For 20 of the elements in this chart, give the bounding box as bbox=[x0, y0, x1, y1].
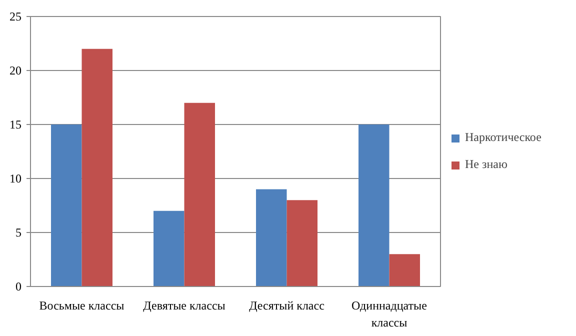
bar bbox=[184, 102, 215, 286]
bar bbox=[358, 124, 390, 286]
x-tick-label: Десятый класс bbox=[249, 298, 324, 312]
legend-label: Не знаю bbox=[465, 157, 508, 172]
bar bbox=[286, 200, 318, 286]
bar bbox=[154, 210, 184, 286]
bar bbox=[256, 189, 287, 286]
y-tick-label: 0 bbox=[16, 280, 22, 294]
y-tick-label: 5 bbox=[16, 226, 22, 240]
legend-label: Наркотическое bbox=[465, 130, 542, 145]
y-tick-label: 10 bbox=[10, 172, 22, 186]
x-tick-label: Девятые классы bbox=[143, 298, 226, 312]
x-tick-label: Одиннадцатые классы bbox=[352, 298, 427, 330]
y-tick-label: 15 bbox=[10, 118, 22, 132]
x-tick-label: Восьмые классы bbox=[39, 298, 124, 312]
y-tick-label: 25 bbox=[10, 10, 22, 24]
bar bbox=[82, 48, 112, 286]
bar bbox=[389, 254, 420, 286]
bar bbox=[51, 124, 82, 286]
y-tick-label: 20 bbox=[10, 64, 22, 78]
